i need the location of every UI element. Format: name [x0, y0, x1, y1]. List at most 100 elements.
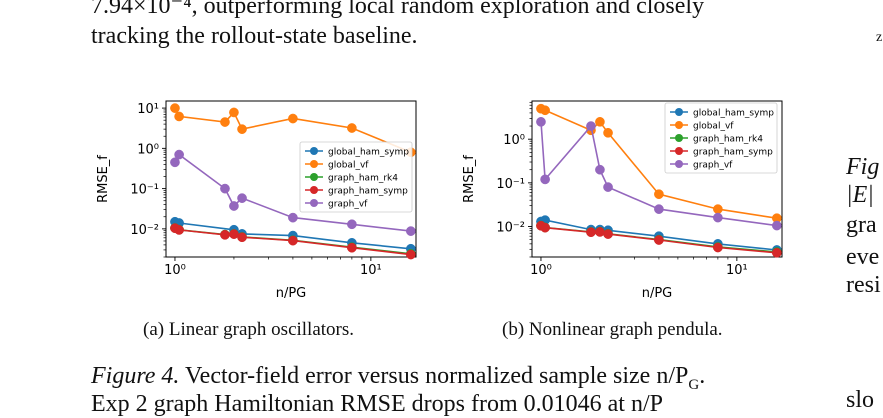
series-graph_vf — [170, 149, 416, 236]
legend-entry: graph_ham_rk4 — [328, 174, 398, 184]
legend-marker — [310, 147, 318, 155]
data-point-global_vf — [713, 204, 723, 214]
data-point-graph_vf — [170, 157, 180, 168]
figure-caption: Figure 4. Vector-field error versus norm… — [91, 362, 705, 399]
x-tick-label: 10¹ — [360, 263, 382, 278]
data-point-graph_vf — [237, 193, 247, 203]
data-point-global_vf — [170, 103, 180, 113]
data-point-graph_ham_symp — [771, 247, 782, 258]
legend: global_ham_symp global_vf graph_ham_rk4gra… — [299, 141, 413, 213]
data-point-graph_ham_symp — [603, 229, 613, 239]
x-tick-label: 10⁰ — [164, 263, 186, 278]
data-point-graph_ham_symp — [595, 227, 605, 237]
data-point-global_vf — [237, 124, 247, 134]
y-tick-label: 10⁻² — [496, 220, 525, 235]
right-column-fragment-top: ∃ — [860, 0, 868, 3]
legend-entry: global_vf — [693, 122, 734, 132]
series-graph_vf — [536, 116, 782, 231]
data-point-graph_ham_symp — [713, 242, 723, 253]
legend: global_ham_symp global_vf graph_ham_rk4gra… — [664, 102, 778, 174]
x-axis-label: n/PG — [276, 286, 307, 301]
data-point-graph_vf — [595, 164, 605, 175]
x-tick-label: 10⁰ — [530, 263, 552, 278]
legend-marker — [310, 199, 318, 207]
legend-marker — [310, 160, 318, 168]
legend-marker — [675, 121, 683, 129]
y-tick-label: 10⁰ — [137, 142, 159, 157]
data-point-graph_ham_symp — [540, 222, 550, 233]
figure-caption-line-2: Exp 2 graph Hamiltonian RMSE drops from … — [91, 391, 663, 417]
data-point-graph_ham_symp — [237, 232, 247, 243]
y-tick-label: 10⁻¹ — [130, 183, 159, 198]
series-global_vf — [170, 103, 416, 158]
data-point-graph_ham_symp — [229, 229, 239, 239]
legend-marker — [675, 147, 683, 155]
x-axis-label: n/PG — [642, 286, 673, 301]
legend-marker — [310, 186, 318, 194]
data-point-graph_vf — [771, 220, 782, 231]
data-point-global_vf — [595, 116, 605, 127]
legend-marker — [310, 173, 318, 181]
data-point-graph_vf — [586, 121, 596, 131]
figure-caption-end: . — [699, 363, 706, 389]
data-point-global_vf — [288, 113, 298, 124]
data-point-graph_vf — [220, 183, 230, 194]
right-column-line-3: gra — [846, 212, 877, 238]
data-point-graph_ham_symp — [347, 242, 357, 253]
legend-box — [664, 102, 778, 174]
series-graph_ham_symp — [536, 220, 782, 258]
legend-entry: graph_ham_symp — [328, 187, 408, 197]
data-point-graph_ham_symp — [288, 235, 298, 246]
data-point-graph_vf — [347, 219, 357, 230]
right-column-line-6: slo — [846, 387, 875, 413]
legend-entry: global_ham_symp — [328, 148, 409, 158]
subcaption-a: (a) Linear graph oscillators. — [143, 319, 355, 340]
data-point-graph_ham_symp — [174, 225, 184, 235]
data-point-global_vf — [347, 123, 357, 133]
x-tick-label: 10¹ — [726, 263, 748, 278]
legend-entry: graph_vf — [328, 200, 368, 210]
legend-entry: graph_ham_symp — [693, 148, 773, 158]
data-point-graph_ham_symp — [654, 235, 664, 245]
y-tick-label: 10¹ — [137, 102, 159, 117]
series-line-graph_vf — [540, 121, 777, 227]
figure-label: Figure 4. — [91, 363, 180, 389]
data-point-graph_vf — [229, 201, 239, 211]
legend-marker — [675, 134, 683, 142]
body-text-line-1: 7.94×10⁻⁴, outperforming local random ex… — [91, 0, 705, 19]
y-tick-label: 10⁻¹ — [496, 177, 525, 192]
series-line-global_vf — [540, 107, 777, 219]
figure-caption-text: Vector-field error versus normalized sam… — [179, 363, 689, 389]
y-tick-label: 10⁻² — [130, 223, 159, 238]
legend-entry: global_vf — [328, 161, 369, 171]
data-point-graph_vf — [288, 212, 298, 223]
series-graph_ham_symp — [170, 223, 416, 260]
right-column-line-4: eve — [846, 244, 880, 270]
legend-marker — [675, 160, 683, 168]
body-text-line-2: tracking the rollout-state baseline. — [91, 23, 418, 49]
data-point-graph_vf — [540, 174, 550, 185]
data-point-graph_vf — [536, 116, 546, 127]
right-column-line-5: resi — [846, 272, 881, 298]
data-point-graph_vf — [174, 149, 184, 160]
legend-marker — [675, 108, 683, 116]
data-point-global_vf — [603, 127, 613, 138]
data-point-graph_vf — [654, 204, 664, 214]
data-point-graph_vf — [713, 212, 723, 223]
y-tick-label: 10⁰ — [503, 133, 525, 148]
y-axis-label: RMSE_f — [462, 155, 477, 203]
legend-box — [299, 141, 413, 213]
legend-entry: graph_vf — [693, 161, 733, 171]
right-column-fragment-top-2: z — [876, 30, 883, 45]
data-point-global_vf — [654, 189, 664, 200]
right-column-line-2: |E| — [846, 182, 874, 208]
chart-panel-1: 10⁰ 10¹ 10¹ 10⁰ 10⁻¹ 10⁻² n/PG RMSE_f global_ham… — [96, 100, 417, 301]
legend-entry: global_ham_symp — [693, 109, 774, 119]
data-point-global_vf — [540, 105, 550, 116]
data-point-graph_ham_symp — [405, 249, 416, 260]
legend-entry: graph_ham_rk4 — [693, 135, 763, 145]
data-point-global_vf — [174, 111, 184, 122]
series-line-graph_vf — [174, 153, 411, 232]
series-global_ham_symp — [170, 216, 416, 254]
y-axis-label: RMSE_f — [96, 155, 111, 203]
